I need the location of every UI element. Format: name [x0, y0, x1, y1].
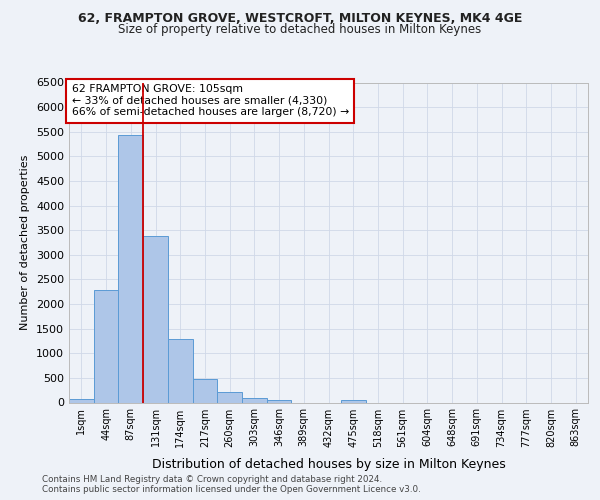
Text: 62, FRAMPTON GROVE, WESTCROFT, MILTON KEYNES, MK4 4GE: 62, FRAMPTON GROVE, WESTCROFT, MILTON KE…	[78, 12, 522, 26]
Bar	[118, 134, 143, 402]
Bar	[341, 400, 365, 402]
Bar	[94, 290, 118, 403]
Bar	[217, 392, 242, 402]
Bar	[143, 236, 168, 402]
Text: Contains public sector information licensed under the Open Government Licence v3: Contains public sector information licen…	[42, 484, 421, 494]
Y-axis label: Number of detached properties: Number of detached properties	[20, 155, 31, 330]
Text: Size of property relative to detached houses in Milton Keynes: Size of property relative to detached ho…	[118, 22, 482, 36]
Bar	[168, 338, 193, 402]
Bar	[193, 380, 217, 402]
X-axis label: Distribution of detached houses by size in Milton Keynes: Distribution of detached houses by size …	[152, 458, 505, 471]
Bar	[69, 399, 94, 402]
Bar	[242, 398, 267, 402]
Text: 62 FRAMPTON GROVE: 105sqm
← 33% of detached houses are smaller (4,330)
66% of se: 62 FRAMPTON GROVE: 105sqm ← 33% of detac…	[71, 84, 349, 117]
Text: Contains HM Land Registry data © Crown copyright and database right 2024.: Contains HM Land Registry data © Crown c…	[42, 475, 382, 484]
Bar	[267, 400, 292, 402]
